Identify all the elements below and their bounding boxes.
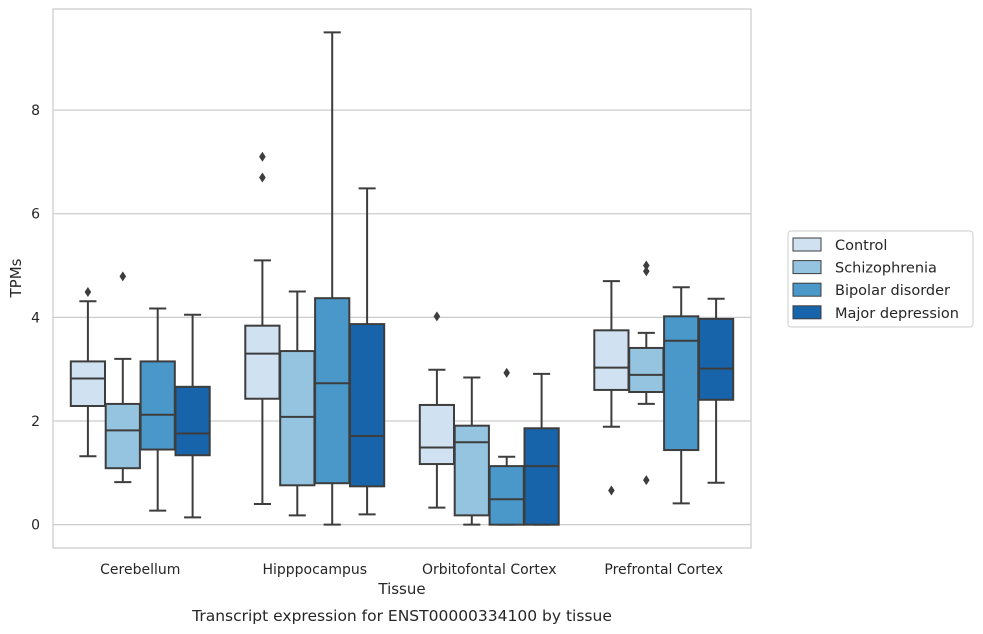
- box-body: [348, 323, 386, 488]
- outlier-point: [643, 475, 650, 486]
- box-body: [139, 360, 176, 451]
- outlier-point: [433, 311, 441, 322]
- box: [104, 271, 141, 484]
- box-body: [279, 350, 316, 487]
- box: [488, 367, 525, 526]
- series-control: [69, 151, 630, 509]
- box-body: [628, 346, 665, 394]
- box: [314, 31, 351, 526]
- legend-label: Major depression: [835, 306, 959, 322]
- x-tick-label: Orbitofontal Cortex: [422, 562, 557, 578]
- y-tick-label: 6: [31, 207, 40, 223]
- outlier-point: [259, 151, 266, 162]
- legend-frame: [787, 230, 974, 328]
- outlier-point: [119, 271, 127, 282]
- box: [69, 286, 107, 458]
- box: [697, 297, 735, 484]
- legend-label: Bipolar disorder: [835, 283, 950, 299]
- outlier-point: [84, 286, 92, 297]
- legend-swatch: [792, 260, 822, 275]
- legend-swatch: [792, 305, 822, 320]
- box-series: [69, 31, 735, 526]
- legend: Control Schizophrenia Bipolar disorder Majo…: [787, 230, 974, 328]
- box-body: [488, 465, 525, 526]
- box: [279, 290, 316, 517]
- box-body: [593, 329, 630, 391]
- legend-swatch: [792, 237, 822, 252]
- series-major-depression: [174, 187, 735, 526]
- box: [453, 376, 490, 526]
- x-tick-label: Cerebellum: [100, 562, 180, 578]
- box-body: [69, 360, 107, 407]
- x-tick-label: Prefrontal Cortex: [604, 562, 723, 578]
- legend-label: Schizophrenia: [835, 261, 937, 277]
- y-tick-label: 8: [31, 103, 40, 119]
- box-body: [174, 385, 211, 457]
- box: [348, 187, 386, 516]
- box-body: [663, 315, 700, 452]
- series-schizophrenia: [104, 260, 665, 526]
- y-axis-label: TPMs: [7, 258, 25, 298]
- x-tick-label: Hipppocampus: [262, 562, 367, 578]
- outlier-point: [259, 172, 266, 183]
- y-tick-label: 0: [31, 518, 40, 534]
- box-body: [314, 297, 351, 485]
- box: [593, 280, 630, 496]
- x-axis-ticks: Cerebellum Hipppocampus Orbitofontal Corte…: [100, 562, 723, 578]
- outlier-point: [503, 367, 510, 378]
- box-body: [523, 427, 560, 526]
- box: [663, 286, 700, 505]
- box: [628, 260, 665, 486]
- outlier-point: [608, 485, 615, 496]
- legend-label: Control: [835, 238, 887, 254]
- plot-frame: [52, 8, 752, 549]
- box: [523, 372, 560, 526]
- box: [418, 311, 456, 509]
- outlier-point: [643, 260, 650, 271]
- x-axis-label: Tissue: [377, 580, 425, 598]
- box: [244, 151, 281, 505]
- box-body: [104, 402, 141, 470]
- y-tick-label: 2: [31, 414, 40, 430]
- legend-swatch: [792, 282, 822, 297]
- box-body: [697, 317, 735, 401]
- box-body: [418, 403, 456, 466]
- y-axis-ticks: 0 2 4 6 8: [31, 103, 40, 534]
- chart-caption: Transcript expression for ENST0000033410…: [191, 607, 612, 625]
- y-tick-label: 4: [31, 310, 40, 326]
- box: [174, 313, 211, 519]
- box-body: [453, 424, 490, 517]
- outlier-point: [643, 266, 650, 277]
- box-body: [244, 324, 281, 400]
- box: [139, 307, 176, 512]
